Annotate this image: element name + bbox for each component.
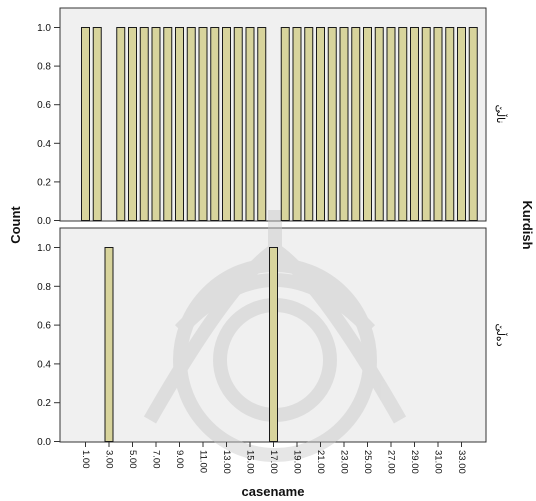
y-tick-label: 0.2 — [37, 398, 51, 409]
y-axis-title: Count — [8, 206, 23, 244]
bar — [245, 27, 255, 221]
bar — [363, 27, 372, 221]
top-panel-bars — [81, 27, 478, 221]
bar — [386, 27, 396, 221]
x-tick-label: 19.00 — [291, 450, 302, 474]
bar — [327, 27, 337, 221]
x-tick-label: 13.00 — [221, 450, 232, 474]
top-panel-label: ناڵێ — [494, 105, 508, 124]
bar — [316, 27, 325, 221]
x-tick-label: 7.00 — [150, 450, 161, 469]
bar — [280, 27, 290, 221]
bar — [351, 27, 361, 221]
bar — [151, 27, 161, 221]
y-tick-label: 0.0 — [37, 437, 51, 448]
bar — [186, 27, 196, 221]
y-tick-label: 0.2 — [37, 177, 51, 188]
x-tick-label: 23.00 — [338, 450, 349, 474]
y-tick-label: 0.8 — [37, 282, 51, 293]
bar — [257, 27, 267, 221]
y-tick-label: 0.4 — [37, 139, 51, 150]
x-tick-label: 29.00 — [409, 450, 420, 474]
x-tick-label: 3.00 — [103, 450, 114, 469]
bar — [410, 27, 419, 221]
bar — [398, 27, 408, 221]
bar — [339, 27, 349, 221]
bar — [374, 27, 384, 221]
bottom-panel-label: دەڵێ — [494, 323, 508, 346]
x-tick-label: 5.00 — [127, 450, 138, 469]
x-tick-label: 25.00 — [362, 450, 373, 474]
bar — [457, 27, 466, 221]
y-axes: 0.0 0.2 0.4 0.6 0.8 1.0 0.0 0.2 0.4 0.6 0.8 1.0 — [37, 23, 60, 448]
bottom-panel-bars — [104, 247, 278, 442]
x-tick-label: 33.00 — [456, 450, 467, 474]
bar — [222, 27, 231, 221]
y-tick-label: 0.4 — [37, 359, 51, 370]
bar — [163, 27, 173, 221]
bar — [92, 27, 102, 221]
x-tick-label: 21.00 — [315, 450, 326, 474]
y-tick-label: 0.8 — [37, 62, 51, 73]
bar — [468, 27, 478, 221]
bar — [139, 27, 149, 221]
y-tick-label: 1.0 — [37, 23, 51, 34]
x-tick-label: 31.00 — [432, 450, 443, 474]
x-axis: 1.00 3.00 5.00 7.00 9.00 11.00 13.00 15.00 17.00… — [80, 442, 467, 474]
bar — [233, 27, 243, 221]
x-tick-label: 11.00 — [197, 450, 208, 473]
bar — [104, 247, 114, 442]
y-tick-label: 1.0 — [37, 243, 51, 254]
x-tick-label: 17.00 — [268, 450, 279, 474]
bar — [421, 27, 431, 221]
panel-variable-title: Kurdish — [520, 200, 535, 249]
y-tick-label: 0.6 — [37, 100, 51, 111]
bar — [292, 27, 302, 221]
x-tick-label: 1.00 — [80, 450, 91, 469]
bar — [116, 27, 126, 221]
bar — [304, 27, 314, 221]
bar — [81, 27, 90, 221]
bar — [433, 27, 443, 221]
x-axis-title: casename — [242, 484, 305, 499]
bar — [175, 27, 184, 221]
x-tick-label: 9.00 — [174, 450, 185, 469]
y-tick-label: 0.6 — [37, 321, 51, 332]
bar — [210, 27, 220, 221]
y-tick-label: 0.0 — [37, 216, 51, 227]
bar — [269, 247, 278, 442]
bar — [128, 27, 137, 221]
bar — [445, 27, 455, 221]
bar — [198, 27, 208, 221]
x-tick-label: 27.00 — [385, 450, 396, 474]
x-tick-label: 15.00 — [244, 450, 255, 474]
